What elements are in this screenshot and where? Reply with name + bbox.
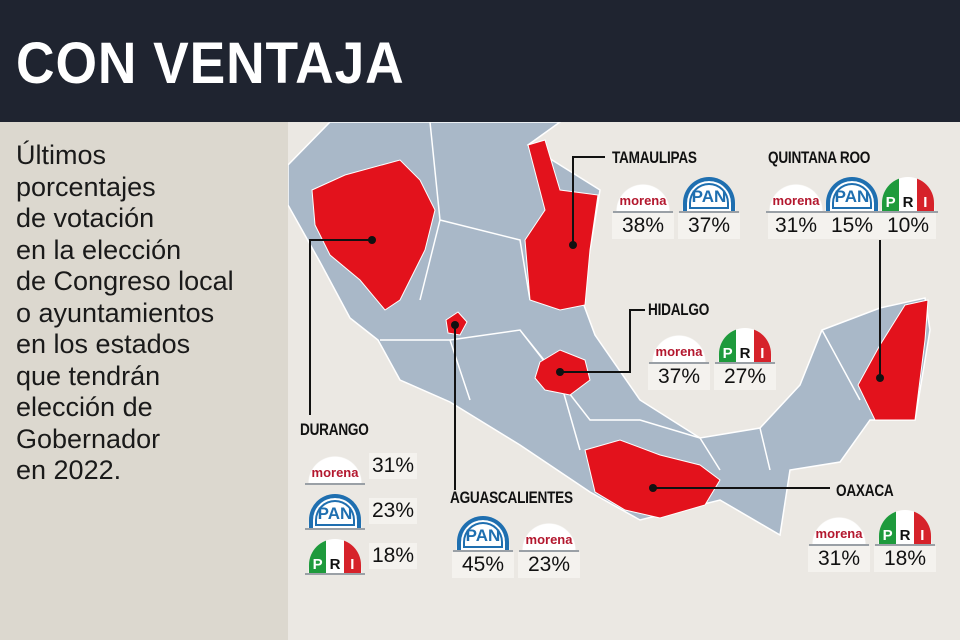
state-label-tamaulipas: TAMAULIPAS — [612, 148, 697, 167]
pct: 31% — [768, 213, 824, 239]
state-label-oaxaca: OAXACA — [836, 481, 894, 500]
description-text: Últimos porcentajes de votación en la el… — [16, 140, 234, 485]
pct: 37% — [648, 364, 710, 390]
result-pri: P R I 10% — [878, 175, 938, 239]
result-morena: morena 23% — [518, 514, 580, 578]
leader-lines — [309, 156, 881, 490]
state-label-durango: DURANGO — [300, 420, 369, 439]
result-morena: morena 37% — [648, 326, 710, 390]
pct: 18% — [874, 546, 936, 572]
results-hidalgo: morena 37% P R I 27% — [648, 326, 776, 390]
result-pri: P R I 27% — [714, 326, 776, 390]
morena-logo: morena — [649, 326, 709, 364]
results-quintana-roo: morena 31% PAN 15% P R I 10% — [766, 175, 938, 239]
pct: 18% — [369, 543, 417, 569]
state-markers — [368, 236, 884, 492]
morena-logo: morena — [766, 175, 826, 213]
pct: 10% — [880, 213, 936, 239]
state-borders — [380, 122, 861, 471]
result-pan: PAN 23% — [305, 492, 417, 530]
results-oaxaca: morena 31% P R I 18% — [808, 508, 936, 572]
state-label-hidalgo: HIDALGO — [648, 300, 710, 319]
pct: 38% — [612, 213, 674, 239]
page-title: CON VENTAJA — [16, 31, 405, 96]
morena-logo: morena — [305, 447, 365, 485]
morena-logo: morena — [519, 514, 579, 552]
result-morena: morena 31% — [766, 175, 826, 239]
results-aguascalientes: PAN 45% morena 23% — [452, 514, 580, 578]
state-oaxaca — [584, 439, 721, 519]
pct: 37% — [678, 213, 740, 239]
result-morena: morena 31% — [808, 508, 870, 572]
result-pri: P R I 18% — [305, 537, 417, 575]
description-panel: Últimos porcentajes de votación en la el… — [0, 122, 288, 640]
state-tamaulipas — [524, 139, 599, 311]
pan-logo: PAN — [305, 492, 365, 530]
pct: 23% — [518, 552, 580, 578]
pan-logo: PAN — [822, 175, 882, 213]
pct: 45% — [452, 552, 514, 578]
result-morena: morena 31% — [305, 447, 417, 485]
state-durango — [311, 159, 436, 311]
state-label-quintana-roo: QUINTANA ROO — [768, 148, 871, 167]
results-tamaulipas: morena 38% PAN 37% — [612, 175, 740, 239]
pan-logo: PAN — [453, 514, 513, 552]
pct: 27% — [714, 364, 776, 390]
state-label-aguascalientes: AGUASCALIENTES — [450, 488, 573, 507]
result-pan: PAN 45% — [452, 514, 514, 578]
result-pan: PAN 37% — [678, 175, 740, 239]
result-pri: P R I 18% — [874, 508, 936, 572]
morena-logo: morena — [613, 175, 673, 213]
state-quintana-roo — [857, 299, 929, 421]
result-morena: morena 38% — [612, 175, 674, 239]
header-banner: CON VENTAJA — [0, 0, 960, 122]
pct: 15% — [824, 213, 880, 239]
result-pan: PAN 15% — [822, 175, 882, 239]
pct: 31% — [369, 453, 417, 479]
pan-logo: PAN — [679, 175, 739, 213]
morena-logo: morena — [809, 508, 869, 546]
mexico-map — [288, 122, 931, 537]
pct: 23% — [369, 498, 417, 524]
pct: 31% — [808, 546, 870, 572]
